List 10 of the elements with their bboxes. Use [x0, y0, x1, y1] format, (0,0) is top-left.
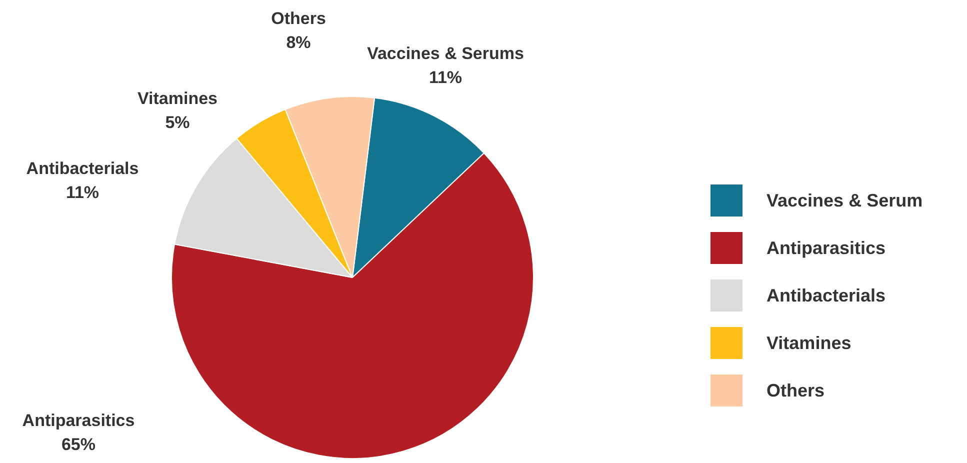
data-label: Vitamines 5% [138, 89, 218, 132]
data-label: Antiparasitics 65% [22, 411, 135, 454]
legend-label: Vaccines & Serum [766, 190, 923, 210]
legend-label: Vitamines [766, 333, 852, 353]
data-label: Vaccines & Serums 11% [367, 44, 524, 87]
legend-label: Antibacterials [766, 286, 886, 306]
legend-label: Others [766, 380, 825, 400]
data-label: Others 8% [271, 9, 326, 52]
data-label: Antibacterials 11% [26, 159, 139, 202]
legend-label: Antiparasitics [766, 238, 886, 258]
